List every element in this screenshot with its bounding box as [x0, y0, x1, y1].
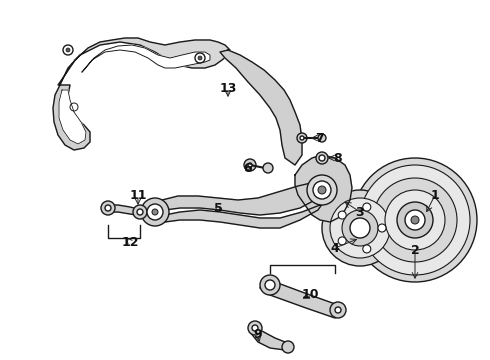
Polygon shape: [295, 155, 352, 222]
Circle shape: [265, 280, 275, 290]
Circle shape: [338, 237, 346, 245]
Polygon shape: [58, 38, 230, 85]
Polygon shape: [154, 182, 322, 215]
Circle shape: [385, 190, 445, 250]
Text: 6: 6: [244, 162, 252, 175]
Circle shape: [363, 203, 371, 211]
Circle shape: [141, 198, 169, 226]
Text: 13: 13: [220, 81, 237, 95]
Circle shape: [105, 205, 111, 211]
Text: 5: 5: [214, 202, 222, 215]
Circle shape: [248, 163, 252, 167]
Circle shape: [260, 275, 280, 295]
Text: 9: 9: [254, 328, 262, 342]
Polygon shape: [82, 45, 210, 72]
Polygon shape: [105, 205, 142, 216]
Circle shape: [350, 218, 370, 238]
Circle shape: [318, 186, 326, 194]
Circle shape: [137, 209, 143, 215]
Polygon shape: [250, 325, 290, 350]
Circle shape: [338, 211, 346, 219]
Circle shape: [397, 202, 433, 238]
Circle shape: [252, 325, 258, 331]
Text: 4: 4: [331, 242, 340, 255]
Circle shape: [307, 175, 337, 205]
Circle shape: [313, 181, 331, 199]
Circle shape: [330, 198, 390, 258]
Text: 2: 2: [411, 243, 419, 256]
Circle shape: [342, 210, 378, 246]
Circle shape: [297, 133, 307, 143]
Circle shape: [248, 321, 262, 335]
Text: 7: 7: [316, 131, 324, 144]
Circle shape: [300, 136, 304, 140]
Circle shape: [133, 205, 147, 219]
Circle shape: [335, 307, 341, 313]
Circle shape: [411, 216, 419, 224]
Circle shape: [360, 165, 470, 275]
Circle shape: [195, 53, 205, 63]
Polygon shape: [220, 50, 302, 165]
Circle shape: [353, 158, 477, 282]
Circle shape: [405, 210, 425, 230]
Polygon shape: [154, 190, 325, 228]
Circle shape: [330, 302, 346, 318]
Text: 3: 3: [356, 206, 364, 219]
Circle shape: [66, 48, 70, 52]
Circle shape: [282, 341, 294, 353]
Polygon shape: [260, 278, 342, 318]
Circle shape: [63, 45, 73, 55]
Circle shape: [378, 224, 386, 232]
Polygon shape: [53, 85, 90, 150]
Text: 8: 8: [334, 152, 343, 165]
Text: 10: 10: [301, 288, 319, 302]
Circle shape: [70, 103, 78, 111]
Circle shape: [263, 163, 273, 173]
Text: 11: 11: [129, 189, 147, 202]
Circle shape: [319, 155, 325, 161]
Circle shape: [198, 56, 202, 60]
Circle shape: [322, 190, 398, 266]
Circle shape: [152, 209, 158, 215]
Text: 1: 1: [431, 189, 440, 202]
Circle shape: [147, 204, 163, 220]
Circle shape: [363, 245, 371, 253]
Circle shape: [318, 134, 326, 142]
Text: 12: 12: [121, 235, 139, 248]
Circle shape: [244, 159, 256, 171]
Circle shape: [316, 152, 328, 164]
Polygon shape: [59, 90, 86, 144]
Circle shape: [373, 178, 457, 262]
Circle shape: [101, 201, 115, 215]
